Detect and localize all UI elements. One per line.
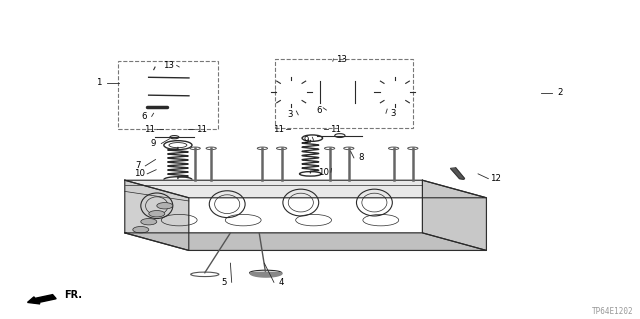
Text: 6: 6	[316, 106, 321, 115]
Text: FR.: FR.	[64, 290, 82, 300]
Text: 10: 10	[134, 169, 145, 178]
FancyArrow shape	[28, 295, 56, 304]
Polygon shape	[125, 180, 486, 198]
Polygon shape	[451, 168, 465, 179]
Text: 3: 3	[391, 109, 396, 118]
Text: 11: 11	[143, 125, 155, 134]
Text: 10: 10	[317, 168, 329, 177]
Bar	[338, 62, 355, 69]
Polygon shape	[125, 233, 486, 250]
Text: 11: 11	[196, 125, 207, 134]
Bar	[305, 95, 324, 100]
Text: 11: 11	[273, 125, 284, 134]
Text: 8: 8	[359, 153, 364, 162]
Ellipse shape	[133, 226, 149, 233]
Text: TP64E1202: TP64E1202	[592, 307, 634, 316]
Text: 13: 13	[163, 61, 175, 70]
Text: 13: 13	[335, 55, 347, 63]
Text: 5: 5	[221, 278, 227, 287]
Text: 4: 4	[279, 278, 284, 287]
Ellipse shape	[141, 219, 157, 225]
Text: 2: 2	[557, 88, 563, 97]
Bar	[275, 59, 413, 128]
Polygon shape	[422, 180, 486, 250]
Bar	[118, 61, 218, 129]
Text: 7: 7	[135, 161, 140, 170]
Text: 11: 11	[330, 125, 342, 134]
Text: 9: 9	[151, 139, 156, 148]
Ellipse shape	[157, 203, 173, 209]
Polygon shape	[125, 180, 189, 250]
Text: 12: 12	[490, 174, 502, 183]
Text: 1: 1	[97, 78, 102, 87]
Ellipse shape	[149, 211, 165, 217]
Text: 6: 6	[141, 112, 147, 121]
Text: 9: 9	[303, 136, 308, 145]
Text: 3: 3	[288, 110, 293, 119]
